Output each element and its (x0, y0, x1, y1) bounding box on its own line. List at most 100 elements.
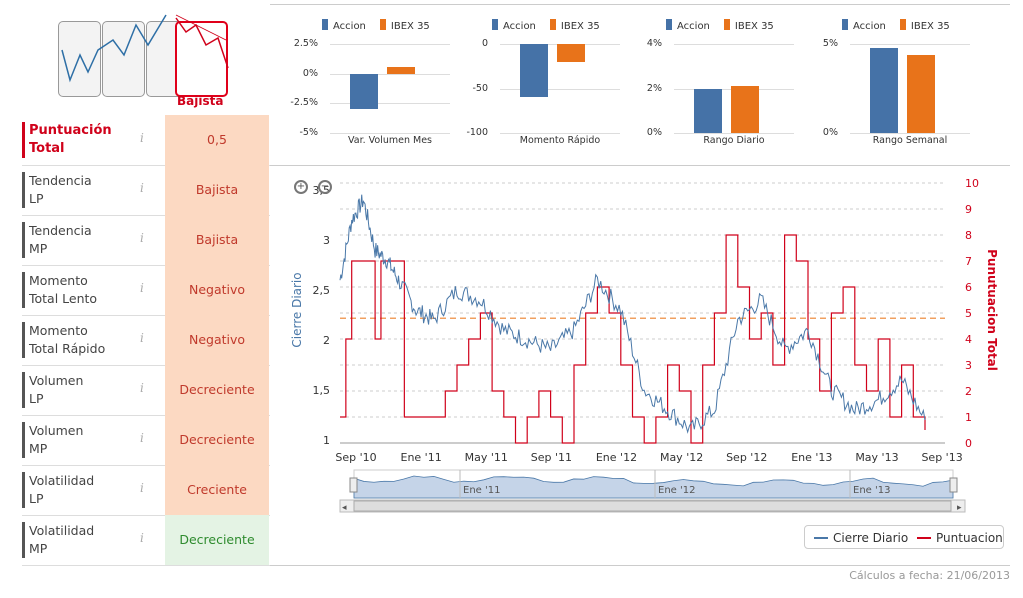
score-row-name-l2: MP (29, 541, 48, 556)
y-right-tick: 5 (965, 307, 972, 320)
gridline (674, 44, 794, 45)
x-tick-label: May '11 (465, 451, 508, 464)
y-tick-label: 5% (822, 38, 838, 49)
legend-swatch-ibex (723, 19, 730, 30)
score-row-name: Volumen LP (22, 372, 139, 408)
score-row-name-l2: LP (29, 191, 44, 206)
bar-accion[interactable] (520, 44, 548, 97)
bar-ibex[interactable] (731, 86, 759, 133)
score-row: Volumen LP i Decreciente (22, 365, 270, 416)
legend-label-ibex: IBEX 35 (390, 21, 430, 32)
info-icon[interactable]: i (140, 481, 144, 495)
legend-swatch-accion (666, 19, 672, 30)
navigator-handle-right[interactable] (949, 477, 958, 493)
info-icon[interactable]: i (140, 131, 144, 145)
info-icon[interactable]: i (140, 181, 144, 195)
navigator-label: Ene '11 (463, 485, 500, 496)
navigator-label: Ene '13 (853, 485, 890, 496)
middle-divider (270, 165, 1010, 166)
score-row: Tendencia MP i Bajista (22, 215, 270, 266)
bar-ibex[interactable] (907, 54, 935, 133)
info-icon[interactable]: i (140, 531, 144, 545)
y-tick-label: 0% (822, 127, 838, 138)
x-tick-label: Sep '13 (921, 451, 962, 464)
bottom-divider (270, 565, 1010, 566)
y-tick-label: 2% (646, 82, 662, 94)
y-right-title: Punutuacion Total (985, 249, 999, 371)
score-row-name: Momento Total Rápido (22, 322, 139, 358)
mini-legend: Accion IBEX 35 (666, 19, 788, 32)
y-right-tick: 3 (965, 359, 972, 372)
mini-chart-title: Rango Semanal (872, 135, 948, 146)
trend-option-2[interactable] (102, 21, 145, 97)
legend-line-blue (814, 537, 828, 539)
score-row-value: 0,5 (165, 115, 269, 165)
y-left-tick: 1,5 (313, 384, 331, 397)
score-row-name-l1: Volumen (29, 373, 84, 388)
x-tick-label: Ene '12 (596, 451, 637, 464)
bar-accion[interactable] (694, 88, 722, 133)
score-row-name-l1: Tendencia (29, 173, 92, 188)
series-cierre-diario[interactable] (339, 194, 926, 434)
scroll-left-arrow[interactable]: ◂ (342, 503, 347, 513)
score-row-value: Creciente (165, 465, 269, 515)
bar-ibex[interactable] (387, 66, 415, 74)
score-row-name: Tendencia MP (22, 222, 139, 258)
score-row-name-l2: MP (29, 241, 48, 256)
x-tick-label: May '12 (660, 451, 703, 464)
legend-label-accion: Accion (853, 21, 886, 32)
info-icon[interactable]: i (140, 231, 144, 245)
mini-legend: Accion IBEX 35 (842, 19, 964, 32)
y-right-tick: 10 (965, 177, 979, 190)
legend-swatch-ibex (899, 19, 906, 30)
legend-label-accion: Accion (333, 21, 366, 32)
y-tick-label: 0% (302, 67, 318, 79)
score-row-name-l2: Total (29, 141, 65, 156)
legend-item-puntuacion[interactable]: Puntuacion (917, 531, 1003, 545)
info-icon[interactable]: i (140, 431, 144, 445)
score-row-name-l2: LP (29, 391, 44, 406)
trend-line-blue (61, 14, 167, 83)
y-tick-label: -100 (466, 127, 488, 138)
trend-sparkline (61, 14, 229, 83)
y-left-tick: 2,5 (313, 284, 331, 297)
score-row-name-l1: Volatilidad (29, 523, 95, 538)
legend-label-puntuacion: Puntuacion (936, 531, 1003, 545)
trend-line-red (175, 17, 229, 69)
score-row: Momento Total Rápido i Negativo (22, 315, 270, 366)
bar-accion[interactable] (350, 73, 378, 110)
bar-accion[interactable] (870, 47, 898, 133)
x-tick-label: Sep '11 (531, 451, 572, 464)
navigator-handle-left[interactable] (349, 477, 358, 493)
x-tick-label: Sep '10 (335, 451, 376, 464)
score-row-value: Decreciente (165, 415, 269, 465)
info-icon[interactable]: i (140, 331, 144, 345)
legend-label-accion: Accion (677, 21, 710, 32)
scrollbar-thumb[interactable] (353, 500, 952, 512)
y-tick-label: 0% (646, 127, 662, 138)
scroll-right-arrow[interactable]: ▸ (957, 503, 962, 513)
score-row-value: Negativo (165, 315, 269, 365)
score-row-name: Volumen MP (22, 422, 139, 458)
score-row: Momento Total Lento i Negativo (22, 265, 270, 316)
trend-option-4[interactable] (175, 21, 228, 97)
zoom-in-icon[interactable]: + (294, 180, 308, 194)
y-right-tick: 1 (965, 411, 972, 424)
legend-item-cierre[interactable]: Cierre Diario (814, 531, 908, 545)
score-row-name-l1: Momento (29, 323, 88, 338)
score-row: Tendencia LP i Bajista (22, 165, 270, 216)
main-legend: Cierre Diario Puntuacion (804, 525, 1004, 549)
info-icon[interactable]: i (140, 281, 144, 295)
y-tick-label: -2.5% (290, 97, 318, 109)
y-right-tick: 2 (965, 385, 972, 398)
score-row-name: Volatilidad LP (22, 472, 139, 508)
info-icon[interactable]: i (140, 381, 144, 395)
mini-chart-title: Momento Rápido (519, 135, 601, 146)
y-right-tick: 7 (965, 255, 972, 268)
score-row-name-l2: MP (29, 441, 48, 456)
navigator-label: Ene '12 (658, 485, 695, 496)
bar-ibex[interactable] (557, 44, 585, 62)
series-puntuacion[interactable] (340, 234, 926, 444)
gridline (330, 73, 450, 75)
zoom-out-icon[interactable]: − (318, 180, 332, 194)
